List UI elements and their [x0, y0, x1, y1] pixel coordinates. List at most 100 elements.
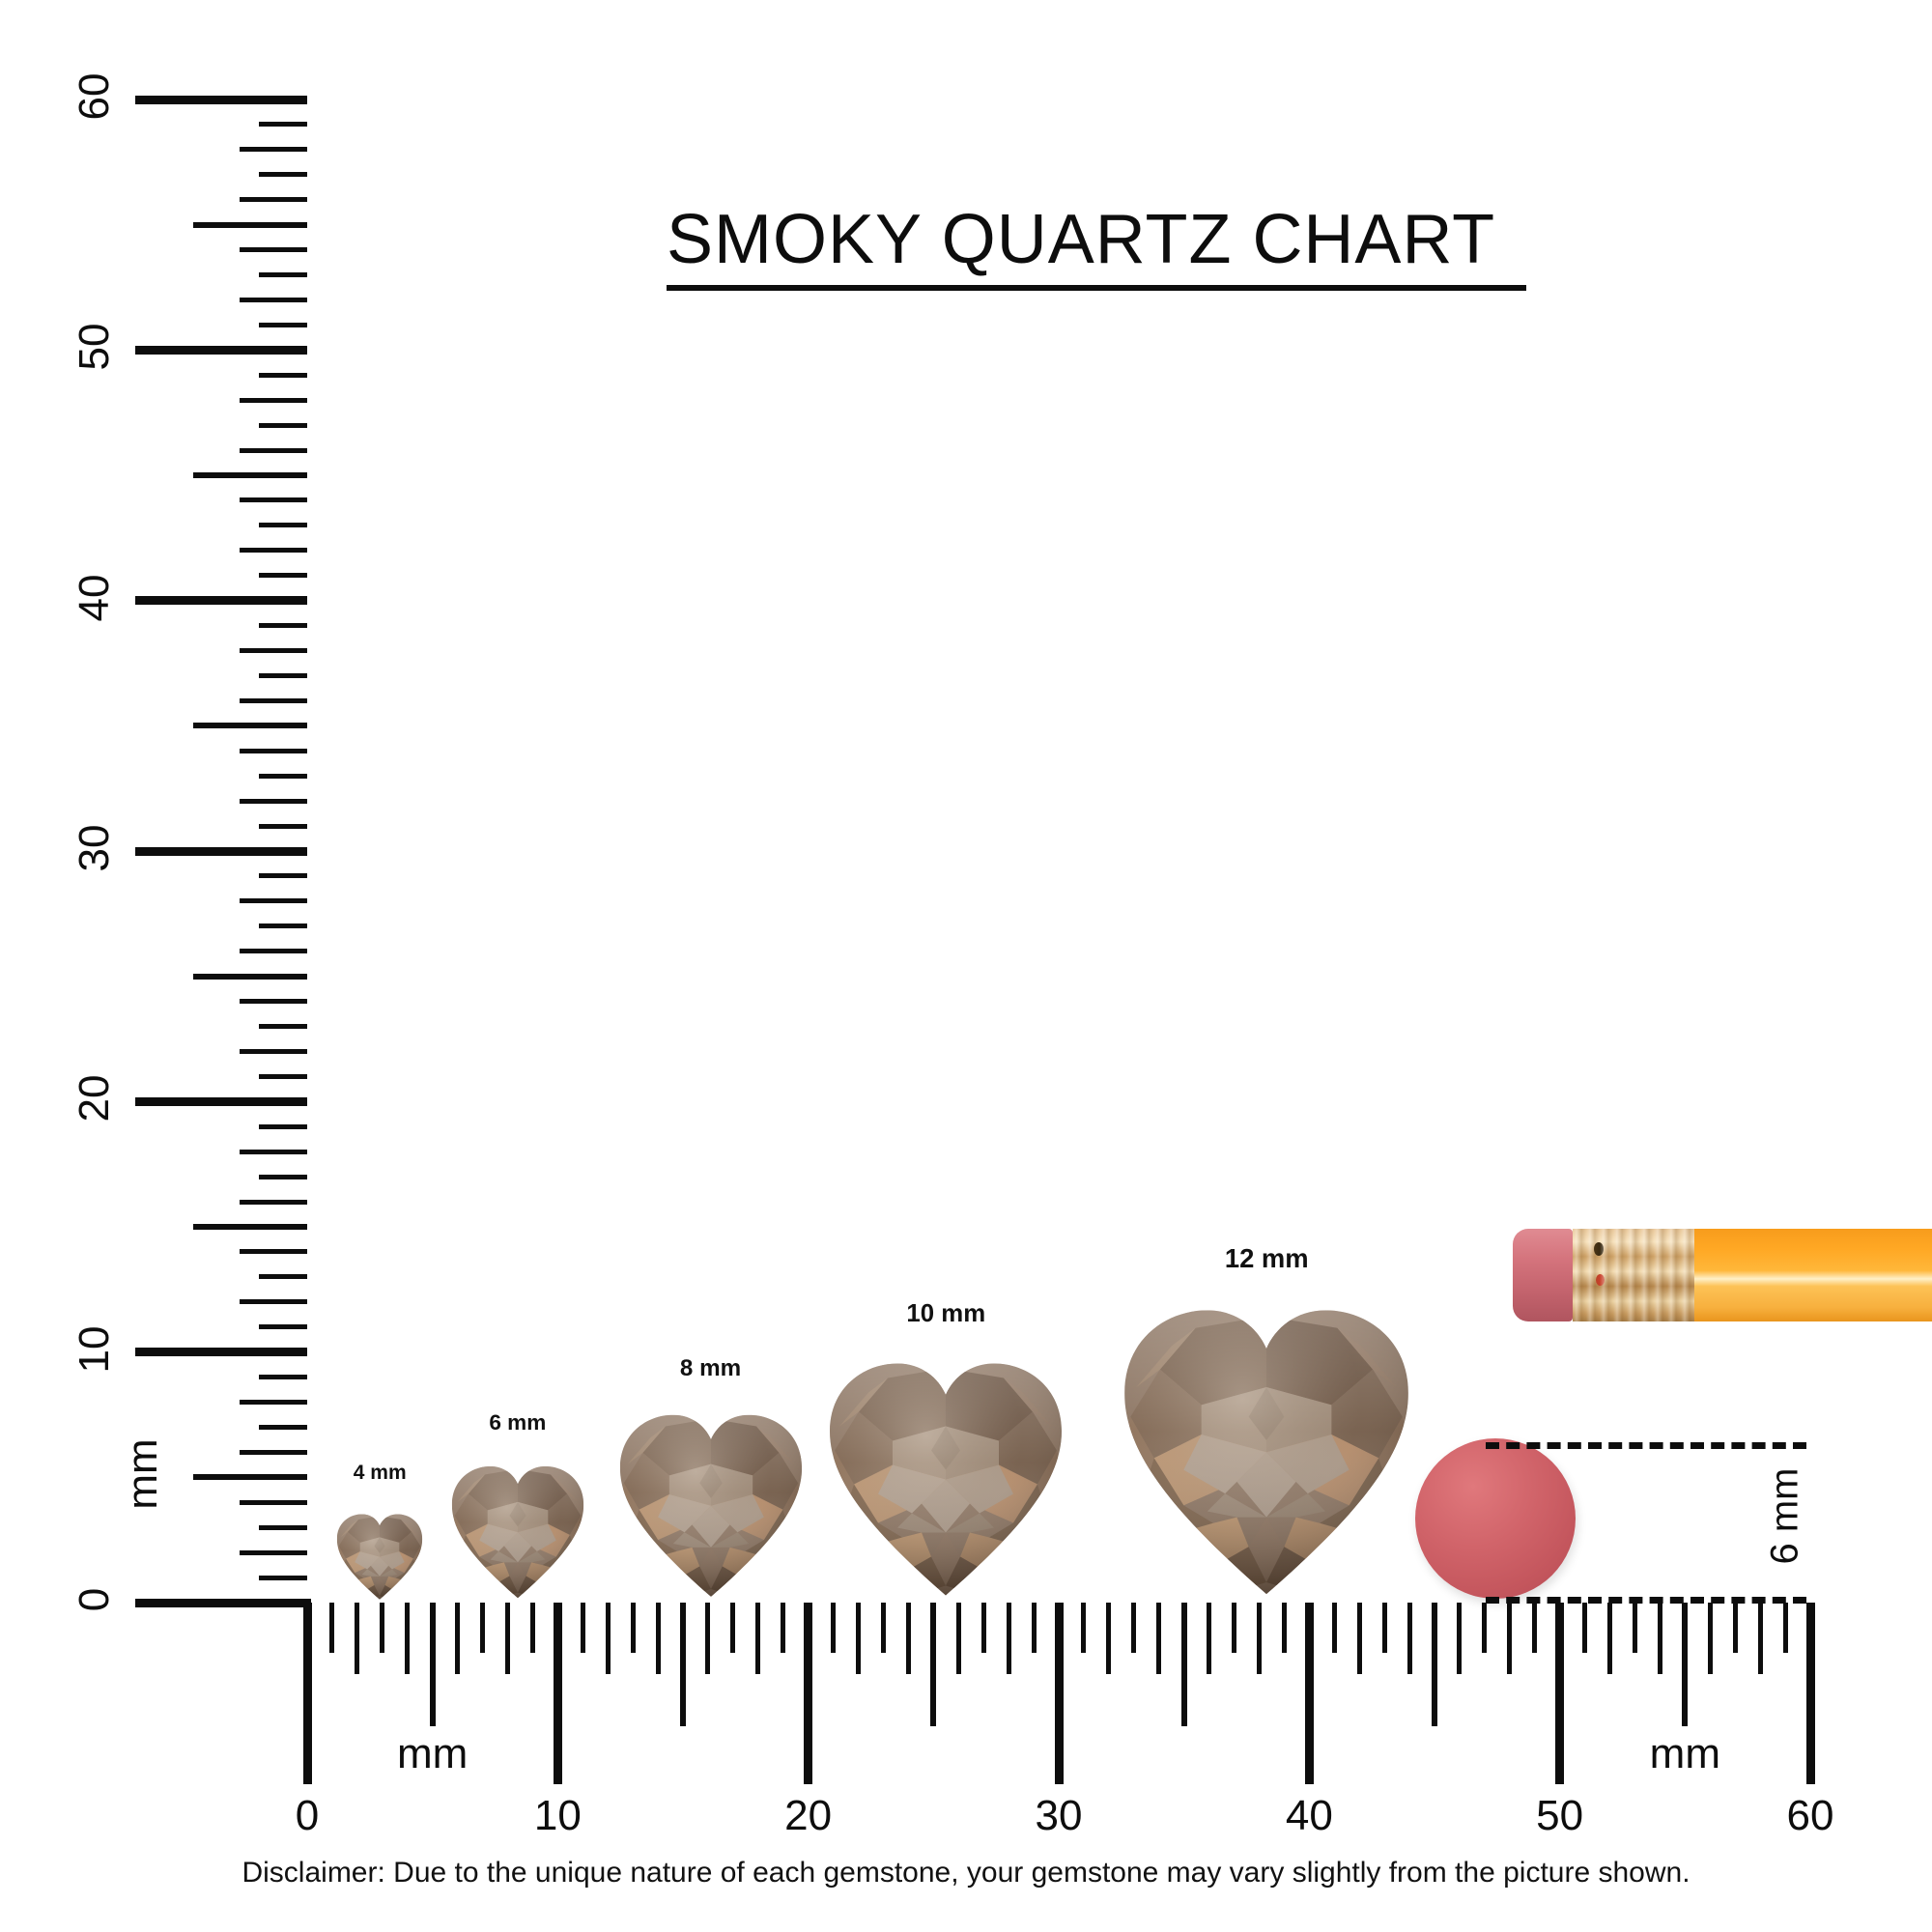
vruler-minor-tick [240, 447, 307, 453]
vruler-minor-tick [240, 1249, 307, 1255]
hruler-unit-label: mm [1649, 1730, 1720, 1777]
hruler-minor-tick [905, 1603, 911, 1674]
hruler-minor-tick [1757, 1603, 1763, 1674]
hruler-major-tick [1304, 1603, 1314, 1784]
gemstone-item[interactable]: 4 mm [335, 1462, 424, 1603]
vruler-mid-tick [193, 723, 307, 729]
vruler-minor-tick [259, 422, 307, 428]
gemstone-image [1119, 1290, 1414, 1603]
hruler-mid-tick [1180, 1603, 1187, 1726]
hruler-mid-tick [680, 1603, 686, 1726]
hruler-minor-tick [1356, 1603, 1362, 1674]
hruler-minor-tick [329, 1603, 335, 1653]
vruler-minor-tick [259, 122, 307, 128]
vruler-major-tick [135, 1096, 307, 1106]
vruler-minor-tick [240, 999, 307, 1005]
vruler-minor-tick [240, 798, 307, 804]
gemstone-item[interactable]: 10 mm [825, 1300, 1066, 1603]
hruler-label: 50 [1536, 1792, 1584, 1839]
gemstone-item[interactable]: 12 mm [1119, 1243, 1414, 1603]
ferrule-dot-dark [1594, 1242, 1604, 1256]
hruler-minor-tick [1106, 1603, 1112, 1674]
vruler-minor-tick [240, 147, 307, 153]
vruler-minor-tick [240, 397, 307, 403]
gemstone-heart-svg [619, 1414, 802, 1598]
hruler-label: 20 [784, 1792, 833, 1839]
hruler-minor-tick [405, 1603, 411, 1674]
vruler-minor-tick [259, 322, 307, 327]
gemstone-size-label: 4 mm [353, 1462, 407, 1485]
vruler-mid-tick [193, 221, 307, 228]
vruler-minor-tick [240, 1048, 307, 1054]
gemstone-heart-svg [451, 1466, 583, 1599]
vruler-minor-tick [259, 1324, 307, 1330]
callout-dashed-line-top [1486, 1442, 1806, 1449]
hruler-minor-tick [755, 1603, 761, 1674]
hruler-minor-tick [856, 1603, 862, 1674]
vruler-minor-tick [259, 623, 307, 629]
gemstone-image [335, 1508, 424, 1603]
vruler-major-tick [135, 95, 307, 104]
hruler-minor-tick [1031, 1603, 1037, 1653]
vruler-minor-tick [259, 1375, 307, 1380]
vruler-mid-tick [193, 1224, 307, 1230]
hruler-minor-tick [580, 1603, 585, 1653]
vruler-minor-tick [259, 172, 307, 178]
ruler-origin-baseline [135, 1599, 311, 1607]
vruler-minor-tick [240, 1400, 307, 1406]
hruler-minor-tick [1406, 1603, 1412, 1674]
gemstone-image [449, 1457, 586, 1603]
hruler-mid-tick [429, 1603, 436, 1726]
hruler-minor-tick [1632, 1603, 1637, 1653]
vruler-minor-tick [259, 573, 307, 579]
gemstone-item[interactable]: 6 mm [449, 1410, 586, 1603]
hruler-minor-tick [1006, 1603, 1011, 1674]
vruler-minor-tick [240, 898, 307, 904]
title-text: SMOKY QUARTZ CHART [667, 201, 1496, 278]
hruler-minor-tick [1732, 1603, 1738, 1653]
callout-dashed-line-bottom [1486, 1597, 1806, 1604]
gemstone-image [616, 1402, 806, 1603]
vruler-minor-tick [240, 548, 307, 554]
vruler-minor-tick [240, 497, 307, 503]
vruler-minor-tick [240, 1149, 307, 1154]
vruler-major-tick [135, 345, 307, 355]
hruler-minor-tick [455, 1603, 461, 1674]
vruler-minor-tick [240, 1449, 307, 1455]
hruler-major-tick [1054, 1603, 1064, 1784]
hruler-unit-label: mm [397, 1730, 469, 1777]
hruler-minor-tick [1657, 1603, 1662, 1674]
gemstone-size-label: 8 mm [679, 1355, 742, 1382]
vruler-minor-tick [259, 272, 307, 278]
vruler-minor-tick [240, 648, 307, 654]
pencil-reference [1513, 1229, 1932, 1321]
hruler-major-tick [1555, 1603, 1565, 1784]
vruler-minor-tick [240, 1549, 307, 1555]
hruler-minor-tick [529, 1603, 535, 1653]
hruler-minor-tick [1607, 1603, 1613, 1674]
gemstone-heart-svg [830, 1363, 1063, 1596]
gemstone-size-label: 6 mm [489, 1410, 547, 1435]
gemstone-item[interactable]: 8 mm [616, 1355, 806, 1603]
vruler-minor-tick [259, 1174, 307, 1179]
eraser-size-label: 6 mm [1763, 1467, 1806, 1565]
hruler-label: 40 [1285, 1792, 1333, 1839]
hruler-minor-tick [1381, 1603, 1387, 1653]
hruler-minor-tick [705, 1603, 711, 1674]
title-underline [667, 285, 1526, 291]
hruler-minor-tick [1281, 1603, 1287, 1653]
hruler-minor-tick [980, 1603, 986, 1653]
vruler-minor-tick [240, 1499, 307, 1505]
gemstone-image [825, 1347, 1066, 1603]
vruler-minor-tick [259, 923, 307, 929]
vruler-minor-tick [259, 1024, 307, 1030]
vruler-mid-tick [193, 472, 307, 478]
vruler-minor-tick [240, 247, 307, 253]
hruler-label: 0 [295, 1792, 320, 1839]
hruler-minor-tick [1156, 1603, 1162, 1674]
vruler-minor-tick [259, 372, 307, 378]
horizontal-ruler: 0 10 20 30 40 50 60 mm mm [135, 1599, 1833, 1839]
hruler-minor-tick [380, 1603, 385, 1653]
pencil-body [1694, 1229, 1932, 1321]
